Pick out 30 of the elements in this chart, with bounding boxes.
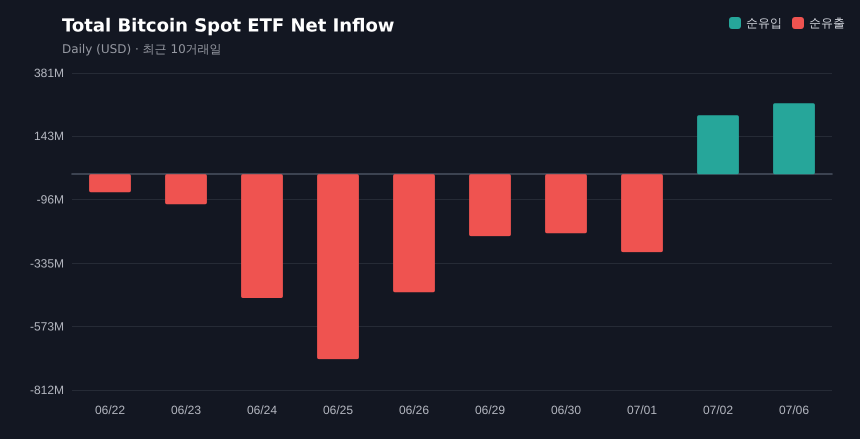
bar	[621, 174, 663, 252]
y-tick-label: 381M	[34, 66, 64, 80]
chart-subtitle: Daily (USD) · 최근 10거래일	[62, 42, 222, 56]
x-tick-label: 07/01	[626, 403, 658, 417]
x-tick-label: 06/23	[170, 403, 202, 417]
bar	[317, 174, 359, 360]
bar	[697, 115, 739, 174]
bar	[89, 174, 131, 192]
bar	[393, 174, 435, 292]
bar	[241, 174, 283, 298]
x-tick-label: 06/22	[94, 403, 126, 417]
bar	[469, 174, 511, 236]
x-tick-label: 07/02	[702, 403, 734, 417]
y-tick-label: -812M	[30, 383, 64, 397]
y-tick-label: -573M	[30, 319, 64, 334]
x-tick-label: 06/24	[246, 403, 278, 417]
x-tick-label: 06/25	[322, 403, 354, 417]
bar	[165, 174, 207, 204]
bar	[773, 103, 815, 174]
bar	[545, 174, 587, 234]
x-tick-label: 07/06	[778, 403, 810, 417]
x-tick-label: 06/26	[398, 403, 430, 417]
x-tick-label: 06/30	[550, 403, 582, 417]
x-tick-label: 06/29	[474, 403, 506, 417]
y-tick-label: 143M	[34, 129, 64, 144]
y-tick-label: -335M	[30, 256, 64, 270]
legend-label: 순유출	[809, 16, 845, 30]
legend-label: 순유입	[746, 16, 782, 30]
chart-title: Total Bitcoin Spot ETF Net Inflow	[62, 16, 394, 36]
y-tick-label: -96M	[36, 192, 64, 207]
